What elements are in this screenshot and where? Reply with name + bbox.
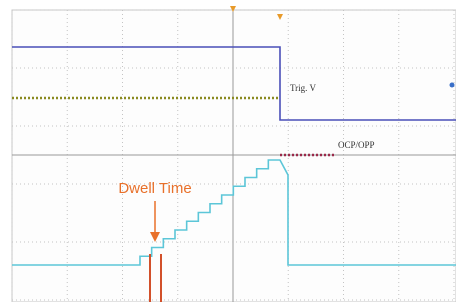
trigger-level-label: Trig. V [290,83,317,93]
ocp-level-label: OCP/OPP [338,140,375,150]
screen-frame [12,10,456,302]
dwell-label: Dwell Time [118,180,191,197]
page: {"annotations": {"trig_level": "Trig. V"… [0,0,456,302]
scope-screen: Trig. V OCP/OPP Dwell Time [0,0,456,302]
channel-marker [450,83,455,88]
